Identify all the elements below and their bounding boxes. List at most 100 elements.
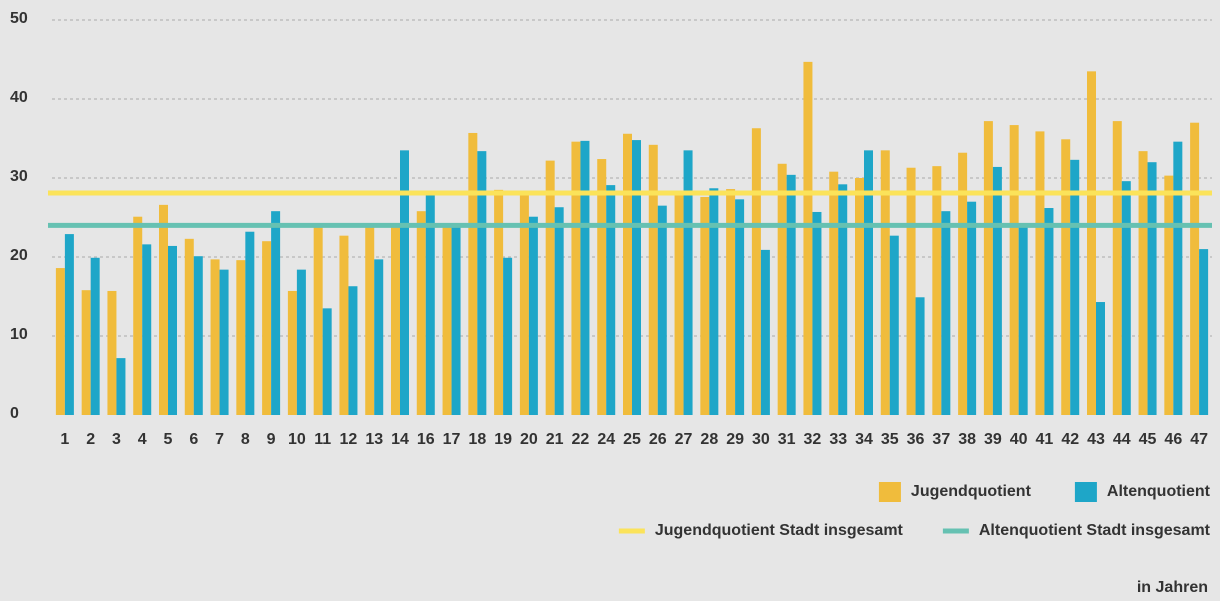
bar: [1138, 151, 1148, 415]
bar: [90, 257, 100, 415]
bar: [932, 166, 942, 415]
y-tick-label: 50: [10, 10, 28, 27]
x-tick-label: 5: [164, 431, 173, 448]
bar: [262, 241, 272, 415]
x-tick-label: 8: [241, 431, 250, 448]
bar: [365, 226, 375, 415]
bar: [133, 216, 143, 415]
bar: [400, 150, 409, 415]
x-tick-label: 6: [189, 431, 198, 448]
bar: [1035, 131, 1045, 415]
bar: [648, 144, 658, 415]
bar: [313, 226, 323, 415]
bar: [889, 235, 899, 415]
legend-swatch: [878, 482, 901, 502]
bar: [116, 358, 126, 415]
x-tick-label: 7: [215, 431, 224, 448]
bar: [528, 216, 538, 415]
x-tick-label: 24: [597, 431, 615, 448]
x-tick-label: 38: [958, 431, 976, 448]
x-tick-label: 45: [1139, 431, 1157, 448]
bar: [1199, 249, 1209, 415]
x-tick-label: 34: [855, 431, 873, 448]
bar: [554, 207, 564, 415]
bar: [1190, 122, 1200, 415]
bar: [1096, 302, 1105, 415]
bar: [391, 225, 400, 415]
bar: [838, 184, 848, 415]
x-tick-label: 14: [391, 431, 409, 448]
bar: [992, 166, 1002, 415]
bar: [416, 211, 426, 415]
x-tick-label: 43: [1087, 431, 1105, 448]
bar: [786, 174, 796, 415]
bar: [442, 223, 452, 415]
x-tick-label: 28: [700, 431, 718, 448]
bar: [803, 61, 813, 416]
bar: [941, 211, 951, 415]
bar: [1070, 159, 1080, 415]
x-tick-label: 46: [1164, 431, 1182, 448]
bar: [906, 167, 916, 415]
x-tick-label: 31: [778, 431, 796, 448]
legend-label: Altenquotient: [1107, 483, 1211, 500]
bar: [623, 133, 632, 415]
y-tick-label: 40: [10, 89, 28, 106]
x-tick-label: 17: [443, 431, 461, 448]
bar: [1173, 141, 1183, 415]
bar: [709, 188, 719, 415]
bar: [142, 244, 152, 415]
bar: [468, 132, 478, 415]
bar: [597, 159, 607, 415]
bar: [751, 128, 761, 416]
bar: [545, 160, 555, 415]
bar: [296, 269, 306, 415]
x-tick-label: 39: [984, 431, 1002, 448]
bar: [735, 199, 745, 415]
bar: [210, 259, 220, 415]
bar: [64, 234, 74, 415]
x-tick-label: 29: [726, 431, 744, 448]
x-tick-label: 2: [86, 431, 95, 448]
legend-label: Jugendquotient Stadt insgesamt: [655, 522, 904, 539]
bar: [494, 189, 504, 415]
bar: [193, 256, 203, 415]
bar: [967, 201, 977, 415]
bar: [1061, 139, 1071, 416]
x-tick-label: 44: [1113, 431, 1131, 448]
x-tick-label: 22: [572, 431, 590, 448]
bar: [1009, 125, 1019, 415]
x-tick-label: 18: [468, 431, 486, 448]
bar: [1147, 162, 1157, 415]
bar: [236, 260, 246, 415]
x-tick-label: 25: [623, 431, 641, 448]
x-tick-label: 41: [1036, 431, 1054, 448]
legend-swatch: [1074, 482, 1097, 502]
x-tick-label: 36: [907, 431, 925, 448]
bar: [348, 286, 358, 415]
y-tick-label: 30: [10, 168, 28, 185]
x-tick-label: 27: [675, 431, 693, 448]
unit-note: in Jahren: [1137, 579, 1208, 596]
bar: [451, 225, 461, 415]
bar: [1121, 181, 1131, 415]
x-tick-label: 12: [340, 431, 358, 448]
y-tick-label: 20: [10, 247, 28, 264]
bar: [829, 171, 839, 415]
bar: [477, 151, 487, 415]
bar: [503, 257, 513, 415]
bar: [812, 211, 822, 415]
x-tick-label: 9: [267, 431, 276, 448]
legend-label: Jugendquotient: [911, 483, 1032, 500]
bar: [55, 268, 65, 415]
x-tick-label: 13: [365, 431, 383, 448]
bar: [322, 308, 332, 415]
bar: [271, 211, 281, 415]
bar: [760, 249, 770, 415]
x-tick-label: 19: [494, 431, 512, 448]
x-tick-label: 33: [829, 431, 847, 448]
x-tick-label: 47: [1190, 431, 1208, 448]
x-tick-label: 20: [520, 431, 538, 448]
